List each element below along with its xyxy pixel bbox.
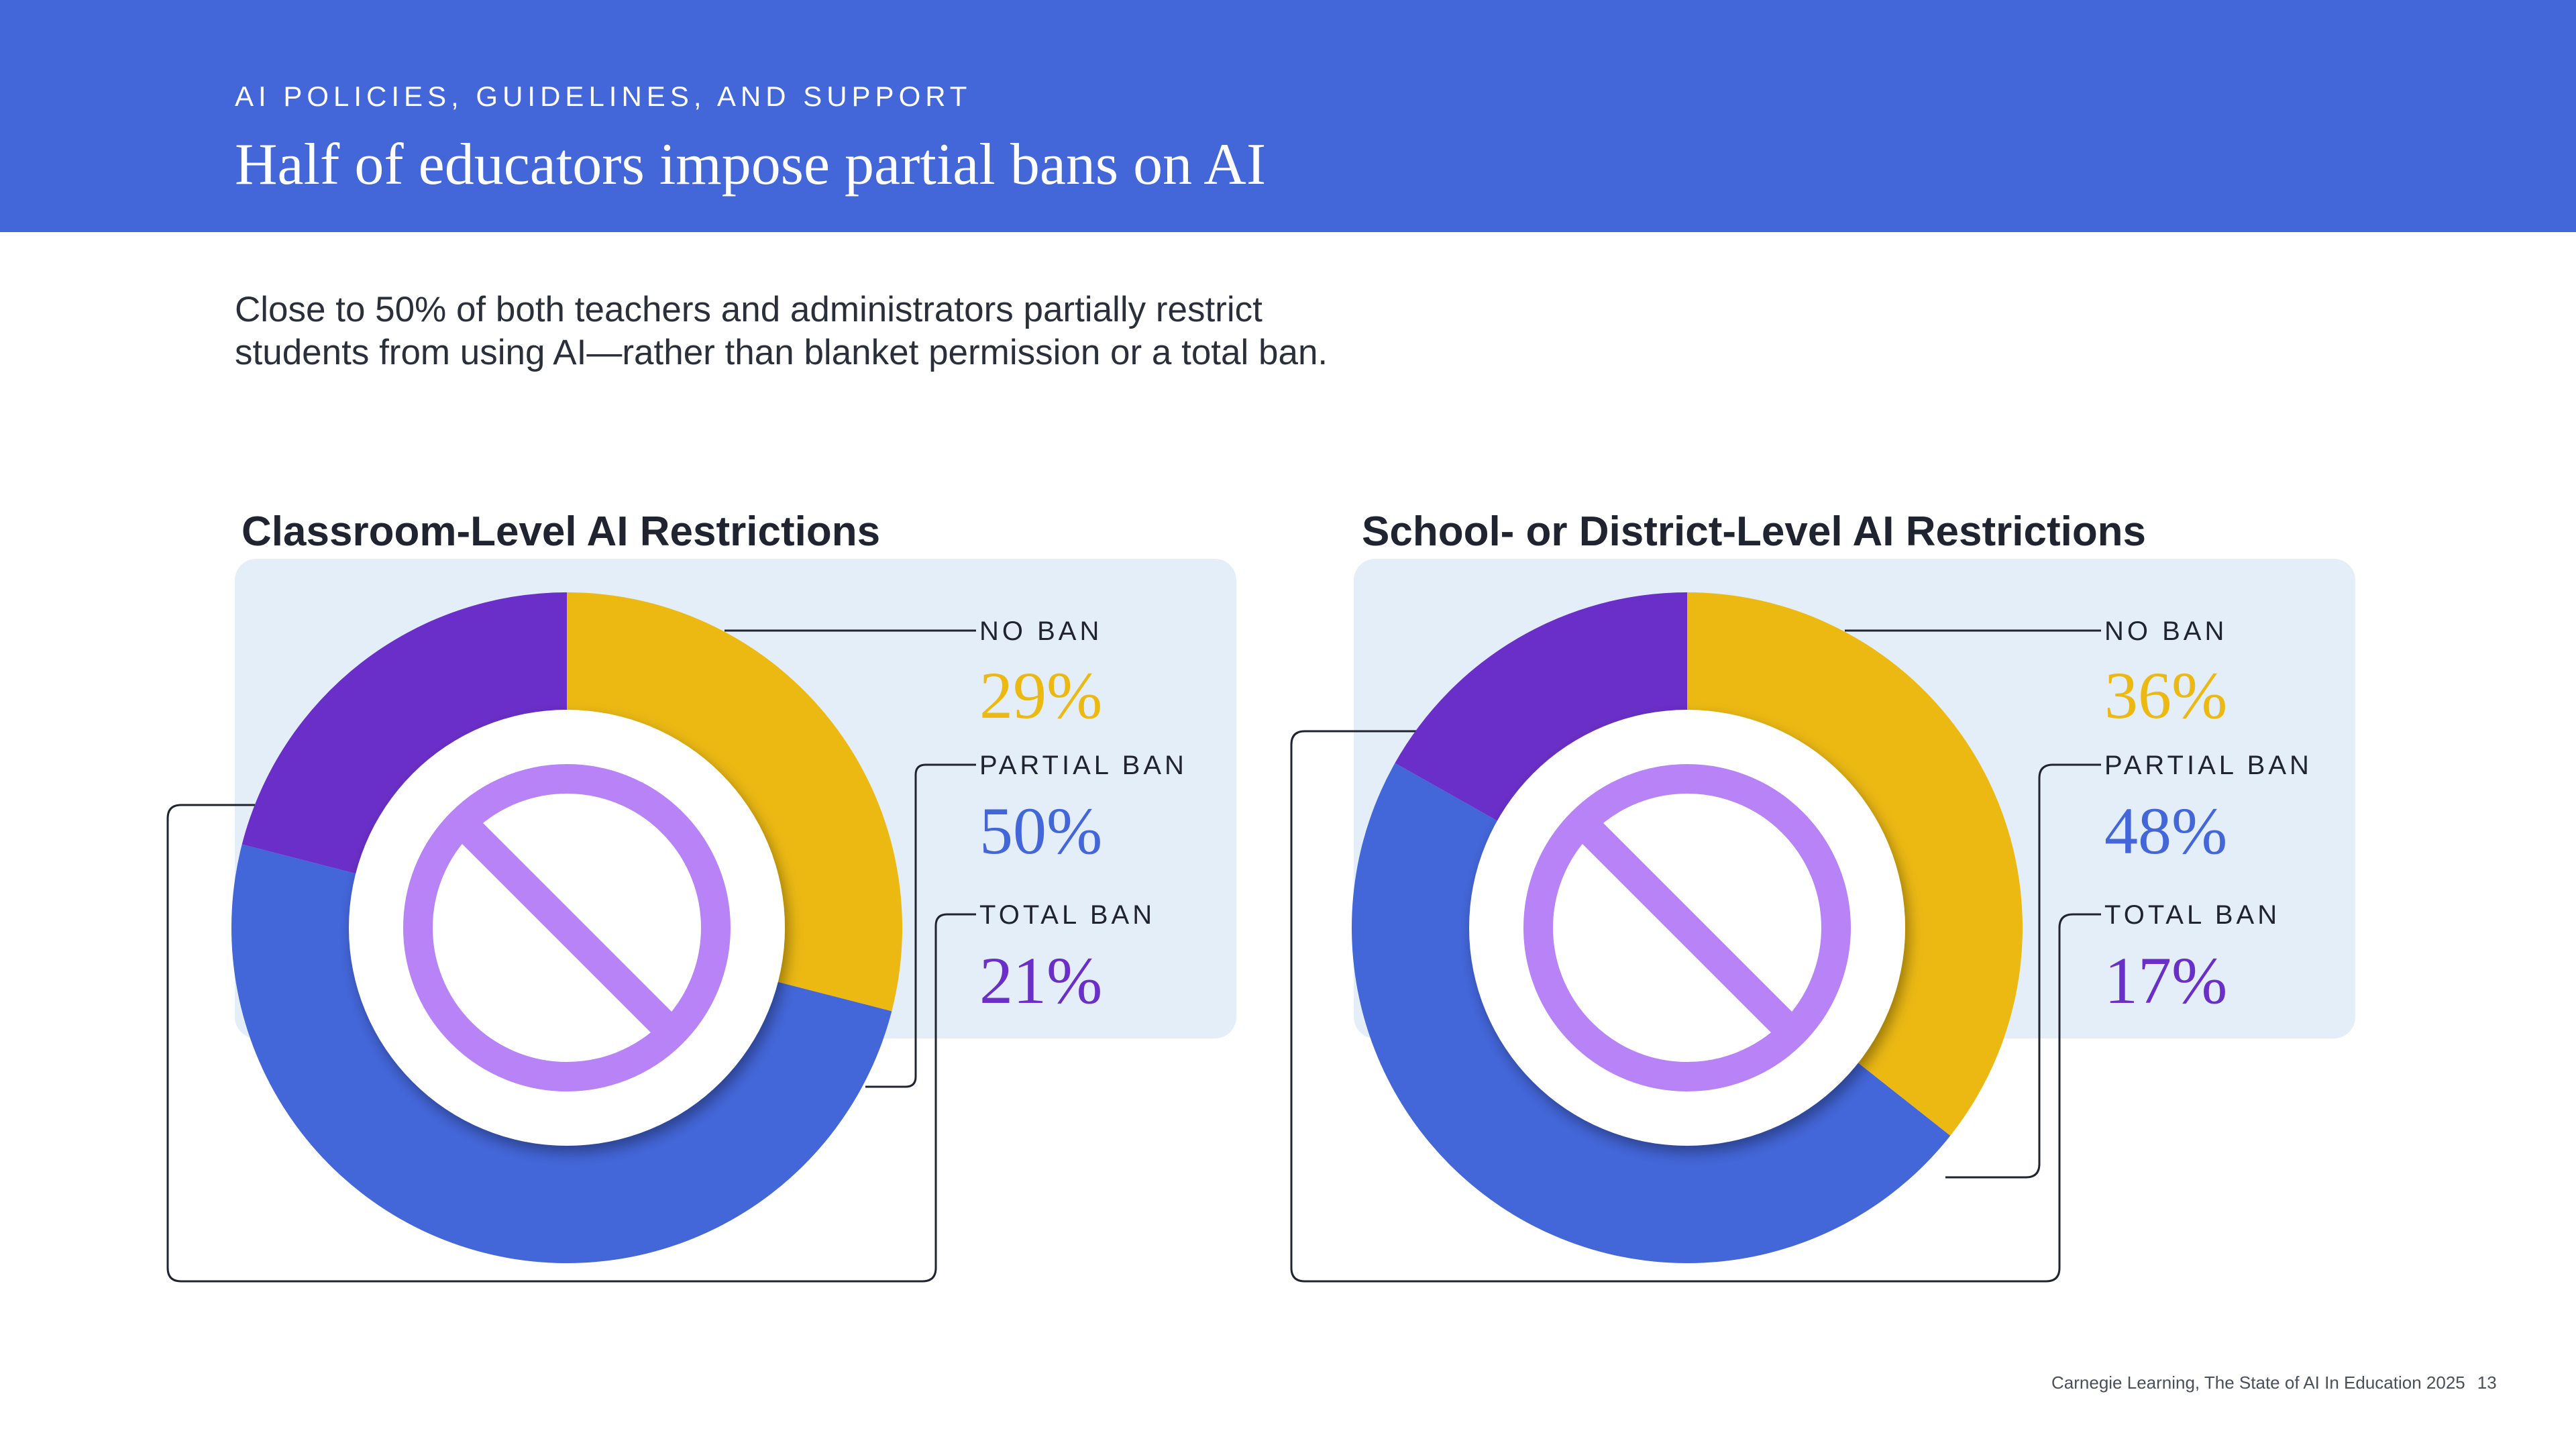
label-no-ban: NO BAN: [2104, 616, 2227, 646]
page-title: Half of educators impose partial bans on…: [235, 132, 1267, 197]
intro-line-2: students from using AI—rather than blank…: [235, 333, 1328, 372]
slice-total-ban: [241, 592, 567, 875]
label-no-ban: NO BAN: [979, 616, 1102, 646]
label-partial-ban: PARTIAL BAN: [2104, 751, 2312, 780]
donut-chart-2: NO BAN 36% PARTIAL BAN 48% TOTAL BAN 17%: [1290, 559, 2355, 1283]
slice-partial-ban: [231, 844, 892, 1263]
label-total-ban: TOTAL BAN: [979, 900, 1155, 930]
label-total-ban: TOTAL BAN: [2104, 900, 2280, 930]
leader-line-total-ban: [1290, 730, 2101, 1283]
classroom-chart-title: Classroom-Level AI Restrictions: [241, 508, 881, 555]
slice-total-ban: [1395, 592, 1687, 822]
value-partial-ban: 48%: [2104, 794, 2227, 868]
footer-source: Carnegie Learning, The State of AI In Ed…: [2051, 1373, 2465, 1393]
value-total-ban: 21%: [979, 943, 1102, 1018]
intro-text: Close to 50% of both teachers and admini…: [235, 288, 1375, 374]
donut-chart-1: NO BAN 29% PARTIAL BAN 50% TOTAL BAN 21%: [166, 559, 1236, 1283]
intro-line-1: Close to 50% of both teachers and admini…: [235, 290, 1263, 329]
slice-no-ban: [567, 592, 902, 1012]
leader-line-partial-ban: [865, 763, 976, 1088]
leader-line-partial-ban: [1945, 763, 2101, 1179]
section-eyebrow: AI POLICIES, GUIDELINES, AND SUPPORT: [235, 80, 972, 112]
leader-line-total-ban: [166, 804, 976, 1283]
label-partial-ban: PARTIAL BAN: [979, 751, 1187, 780]
value-no-ban: 29%: [979, 658, 1102, 733]
prohibited-icon: [1523, 764, 1851, 1091]
footer: Carnegie Learning, The State of AI In Ed…: [2051, 1373, 2497, 1393]
district-chart-title: School- or District-Level AI Restriction…: [1362, 508, 2147, 555]
header-banner: AI POLICIES, GUIDELINES, AND SUPPORT Hal…: [0, 0, 2576, 232]
value-partial-ban: 50%: [979, 794, 1102, 868]
page-number: 13: [2477, 1373, 2497, 1393]
value-no-ban: 36%: [2104, 658, 2227, 733]
prohibited-icon: [403, 764, 731, 1091]
value-total-ban: 17%: [2104, 943, 2227, 1018]
slice-partial-ban: [1351, 763, 1951, 1264]
